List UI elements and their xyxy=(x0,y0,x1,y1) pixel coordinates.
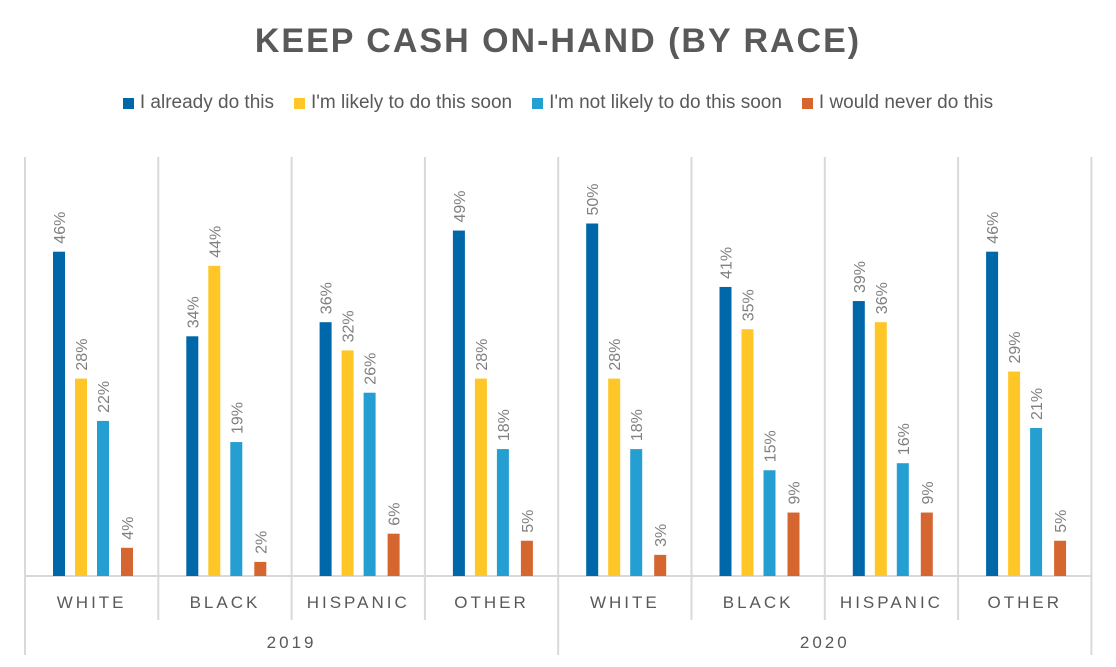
data-label: 5% xyxy=(520,510,537,533)
data-label: 32% xyxy=(341,310,358,342)
year-label: 2019 xyxy=(267,633,317,652)
bar xyxy=(741,329,754,576)
data-label: 18% xyxy=(629,409,646,441)
bar xyxy=(75,378,87,576)
bar xyxy=(363,392,376,576)
data-label: 36% xyxy=(874,282,891,314)
data-label: 36% xyxy=(319,282,336,314)
data-label: 9% xyxy=(920,481,937,504)
bar xyxy=(852,301,865,576)
legend-item-already: I already do this xyxy=(122,92,274,114)
legend-swatch xyxy=(801,97,813,109)
bar xyxy=(230,442,243,576)
bar xyxy=(874,322,887,576)
bar xyxy=(654,554,667,576)
bar xyxy=(208,265,221,576)
data-label: 21% xyxy=(1029,388,1046,420)
data-label: 28% xyxy=(607,339,624,371)
data-label: 18% xyxy=(496,409,513,441)
legend-swatch xyxy=(122,97,134,109)
category-label: HISPANIC xyxy=(307,593,410,612)
data-label: 15% xyxy=(763,430,780,462)
legend-item-never: I would never do this xyxy=(801,92,994,114)
legend-label: I already do this xyxy=(139,92,274,113)
legend-label: I'm not likely to do this soon xyxy=(549,92,782,113)
category-label: HISPANIC xyxy=(840,593,943,612)
legend-swatch xyxy=(532,97,544,109)
bar xyxy=(586,223,599,576)
bar xyxy=(920,512,933,576)
bar xyxy=(896,463,909,576)
category-label: OTHER xyxy=(988,593,1063,612)
data-label: 49% xyxy=(452,191,469,223)
category-label: OTHER xyxy=(454,593,529,612)
data-label: 22% xyxy=(96,381,113,413)
legend-item-likely: I'm likely to do this soon xyxy=(293,92,513,114)
chart-title: KEEP CASH ON-HAND (BY RACE) xyxy=(254,22,862,60)
bar xyxy=(254,561,267,576)
category-label: WHITE xyxy=(590,593,660,612)
category-label: WHITE xyxy=(57,593,127,612)
data-label: 28% xyxy=(74,339,91,371)
legend-label: I'm likely to do this soon xyxy=(310,92,513,113)
legend-swatch xyxy=(293,97,305,109)
legend: I already do this I'm likely to do this … xyxy=(0,92,1116,114)
data-label: 26% xyxy=(363,353,380,385)
data-label: 34% xyxy=(185,296,202,328)
bar xyxy=(121,547,133,576)
bar xyxy=(520,540,533,576)
bar xyxy=(319,322,332,576)
bar xyxy=(452,230,465,577)
data-label: 19% xyxy=(229,402,246,434)
category-label: BLACK xyxy=(723,593,794,612)
bar xyxy=(787,512,800,576)
data-label: 2% xyxy=(253,531,270,554)
bar xyxy=(186,336,199,576)
category-label: BLACK xyxy=(190,593,261,612)
legend-item-not-likely: I'm not likely to do this soon xyxy=(532,92,782,114)
data-label: 5% xyxy=(1053,510,1070,533)
bar xyxy=(1054,540,1067,576)
bar xyxy=(630,449,643,576)
data-label: 35% xyxy=(741,289,758,321)
bar xyxy=(341,350,354,576)
data-label: 29% xyxy=(1007,332,1024,364)
bar xyxy=(608,378,621,576)
data-label: 16% xyxy=(896,423,913,455)
bar xyxy=(474,378,487,576)
bar xyxy=(97,420,109,576)
bar xyxy=(763,470,776,576)
data-label: 6% xyxy=(387,503,404,526)
bar xyxy=(719,286,732,576)
bar xyxy=(496,449,509,576)
legend-label: I would never do this xyxy=(818,92,994,113)
bar xyxy=(387,533,400,576)
year-label: 2020 xyxy=(800,633,850,652)
data-label: 50% xyxy=(585,183,602,215)
bar xyxy=(1008,371,1021,576)
data-label: 46% xyxy=(52,212,69,244)
data-label: 39% xyxy=(852,261,869,293)
data-label: 4% xyxy=(120,517,137,540)
data-label: 44% xyxy=(207,226,224,258)
data-label: 9% xyxy=(787,481,804,504)
bar xyxy=(986,251,999,576)
data-label: 41% xyxy=(719,247,736,279)
bar xyxy=(1030,427,1043,576)
data-label: 28% xyxy=(474,339,491,371)
bar xyxy=(53,251,65,576)
data-label: 3% xyxy=(653,524,670,547)
data-label: 46% xyxy=(985,212,1002,244)
